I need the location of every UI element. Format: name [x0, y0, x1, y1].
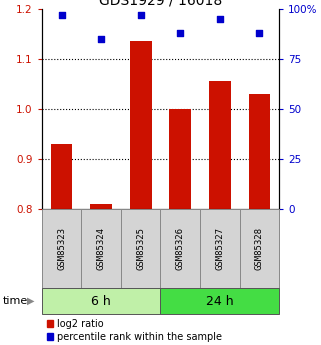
Text: time: time	[3, 296, 29, 306]
Text: GSM85328: GSM85328	[255, 227, 264, 270]
Bar	[90, 204, 112, 209]
Point	[99, 36, 104, 41]
Bar	[240, 209, 279, 288]
Text: 24 h: 24 h	[206, 295, 234, 307]
Bar	[169, 109, 191, 209]
Point	[138, 12, 143, 17]
Legend: log2 ratio, percentile rank within the sample: log2 ratio, percentile rank within the s…	[47, 319, 222, 342]
Bar	[209, 81, 231, 209]
Text: GSM85327: GSM85327	[215, 227, 224, 270]
Bar	[51, 144, 73, 209]
Text: ▶: ▶	[27, 296, 34, 306]
Text: GSM85323: GSM85323	[57, 227, 66, 270]
Text: 6 h: 6 h	[91, 295, 111, 307]
Bar	[42, 209, 81, 288]
Bar	[200, 209, 240, 288]
Bar	[160, 209, 200, 288]
Bar	[248, 94, 270, 209]
Title: GDS1929 / 16018: GDS1929 / 16018	[99, 0, 222, 8]
Point	[59, 12, 64, 17]
Bar	[130, 41, 152, 209]
Bar	[160, 288, 279, 314]
Text: GSM85325: GSM85325	[136, 227, 145, 270]
Point	[217, 16, 222, 21]
Bar	[42, 288, 160, 314]
Bar	[121, 209, 160, 288]
Point	[257, 30, 262, 36]
Bar	[81, 209, 121, 288]
Point	[178, 30, 183, 36]
Text: GSM85324: GSM85324	[97, 227, 106, 270]
Text: GSM85326: GSM85326	[176, 227, 185, 270]
